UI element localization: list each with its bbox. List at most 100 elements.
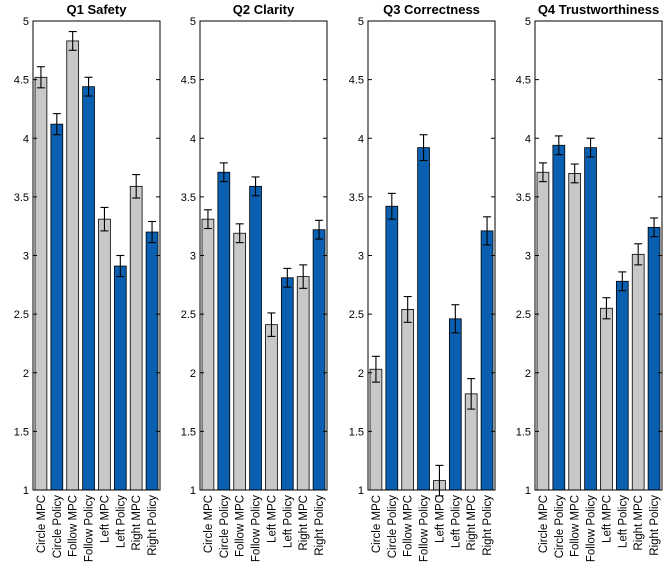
- error-bar: [371, 355, 380, 383]
- bar: [568, 173, 582, 491]
- y-tick-label: 4.5: [181, 75, 196, 87]
- category-label: Follow Policy: [586, 495, 598, 562]
- y-tick-label: 3: [525, 251, 531, 263]
- y-tick-label: 2.5: [349, 309, 364, 321]
- error-bar: [451, 304, 460, 334]
- bar: [536, 171, 550, 491]
- bar: [584, 147, 597, 491]
- category-label: Circle Policy: [219, 495, 231, 559]
- bar: [265, 324, 278, 491]
- category-label: Right MPC: [466, 495, 478, 551]
- y-tick-label: 1: [525, 485, 531, 497]
- category-label: Follow MPC: [68, 495, 80, 557]
- error-bar: [203, 209, 212, 230]
- bar: [417, 147, 430, 491]
- error-bar: [219, 162, 228, 183]
- bar: [600, 307, 613, 491]
- y-tick-label: 4.5: [516, 75, 531, 87]
- bar: [113, 265, 127, 491]
- chart-panel-1: Q1 Safety Circle MPC Circle Policy Follow M…: [14, 2, 161, 562]
- y-tick-label: 4: [525, 133, 531, 145]
- category-label: Left MPC: [601, 495, 613, 543]
- error-bar: [483, 216, 492, 246]
- error-bar: [299, 264, 308, 289]
- error-bar: [435, 464, 444, 497]
- y-tick-label: 2: [358, 368, 364, 380]
- category-label: Circle MPC: [538, 495, 550, 553]
- bar: [480, 230, 494, 491]
- category-label: Left Policy: [282, 495, 294, 548]
- chart-panel-4: Q4 Trustworthiness Circle MPC Circle Polic…: [516, 2, 663, 562]
- error-bar: [554, 135, 563, 156]
- error-bar: [586, 137, 595, 158]
- y-tick-label: 2: [525, 368, 531, 380]
- error-bar: [251, 176, 260, 197]
- chart-title: Q4 Trustworthiness: [538, 2, 659, 17]
- y-tick-label: 2: [190, 368, 196, 380]
- bar: [401, 309, 415, 491]
- error-bar: [235, 223, 244, 244]
- y-tick-label: 4.5: [14, 75, 29, 87]
- error-bar: [618, 271, 627, 292]
- category-label: Left Policy: [115, 495, 127, 548]
- error-bar: [283, 267, 292, 288]
- y-tick-label: 2.5: [516, 309, 531, 321]
- error-bar: [538, 162, 547, 183]
- bar: [448, 318, 462, 491]
- bar: [201, 218, 215, 491]
- y-tick-label: 3: [190, 251, 196, 263]
- error-bar: [132, 174, 141, 199]
- category-label: Right Policy: [482, 495, 494, 556]
- chart-title: Q1 Safety: [67, 2, 128, 17]
- error-bar: [36, 66, 45, 89]
- bar: [129, 185, 143, 491]
- bar: [552, 144, 566, 491]
- category-label: Circle MPC: [203, 495, 215, 553]
- y-tick-label: 1.5: [181, 426, 196, 438]
- bar: [631, 253, 645, 491]
- y-tick-label: 5: [358, 16, 364, 28]
- chart-panel-2: Q2 Clarity Circle MPC Circle Policy Follow …: [181, 2, 328, 562]
- category-label: Circle Policy: [52, 495, 64, 559]
- category-label: Follow MPC: [403, 495, 415, 557]
- category-label: Follow Policy: [251, 495, 263, 562]
- error-bar: [100, 206, 109, 232]
- category-label: Left Policy: [450, 495, 462, 548]
- bar: [296, 276, 310, 491]
- y-tick-label: 3.5: [516, 192, 531, 204]
- y-tick-label: 5: [190, 16, 196, 28]
- category-label: Right MPC: [633, 495, 645, 551]
- category-label: Follow MPC: [570, 495, 582, 557]
- y-tick-label: 1.5: [14, 426, 29, 438]
- category-label: Left MPC: [266, 495, 278, 543]
- y-tick-label: 3: [23, 251, 29, 263]
- y-tick-label: 2.5: [181, 309, 196, 321]
- category-label: Circle MPC: [371, 495, 383, 553]
- category-label: Left MPC: [434, 495, 446, 543]
- y-tick-label: 5: [23, 16, 29, 28]
- error-bar: [68, 31, 77, 51]
- bar: [98, 218, 111, 491]
- bar: [66, 40, 80, 491]
- category-label: Right Policy: [147, 495, 159, 556]
- bar: [647, 226, 661, 491]
- category-label: Circle MPC: [36, 495, 48, 553]
- error-bar: [387, 192, 396, 220]
- y-tick-label: 4: [23, 133, 29, 145]
- y-tick-label: 1: [190, 485, 196, 497]
- category-label: Left Policy: [617, 495, 629, 548]
- y-tick-label: 5: [525, 16, 531, 28]
- y-tick-label: 4: [190, 133, 196, 145]
- category-label: Left MPC: [99, 495, 111, 543]
- category-label: Right Policy: [314, 495, 326, 556]
- category-label: Right Policy: [649, 495, 661, 556]
- category-label: Follow Policy: [419, 495, 431, 562]
- bar: [233, 232, 247, 491]
- bar: [249, 185, 262, 491]
- y-tick-label: 3.5: [14, 192, 29, 204]
- error-bar: [116, 254, 125, 278]
- error-bar: [419, 134, 428, 162]
- category-label: Follow Policy: [84, 495, 96, 562]
- error-bar: [634, 243, 643, 266]
